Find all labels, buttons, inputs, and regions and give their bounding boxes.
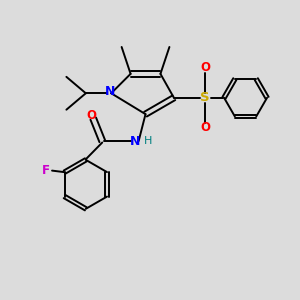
- Text: N: N: [130, 134, 140, 148]
- Text: F: F: [42, 164, 50, 177]
- Text: O: O: [200, 61, 210, 74]
- Text: O: O: [200, 121, 210, 134]
- Text: N: N: [104, 85, 115, 98]
- Text: O: O: [87, 109, 97, 122]
- Text: S: S: [200, 91, 210, 104]
- Text: H: H: [143, 136, 152, 146]
